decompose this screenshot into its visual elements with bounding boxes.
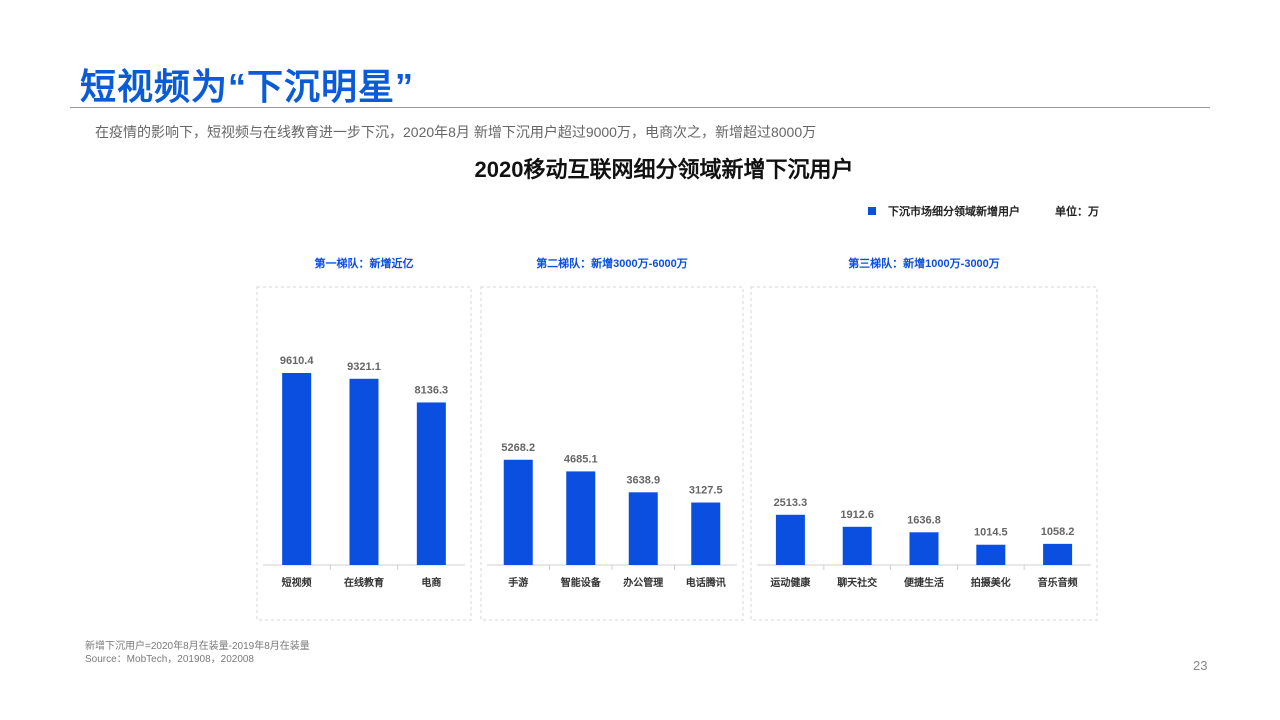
page-subtitle: 在疫情的影响下，短视频与在线教育进一步下沉，2020年8月 新增下沉用户超过90… — [95, 124, 817, 140]
bar — [416, 402, 446, 565]
data-label: 1912.6 — [840, 509, 874, 521]
bar — [503, 459, 533, 565]
page-title: 短视频为“下沉明星” — [80, 66, 415, 107]
data-label: 8136.3 — [415, 384, 449, 396]
category-label: 在线教育 — [344, 576, 384, 589]
tier-box — [256, 286, 472, 621]
data-label: 4685.1 — [564, 453, 598, 465]
bar — [909, 532, 939, 565]
unit-label: 单位：万 — [1055, 206, 1099, 218]
legend-label: 下沉市场细分领域新增用户 — [888, 206, 1020, 218]
bar — [282, 373, 312, 565]
category-label: 办公管理 — [623, 576, 663, 589]
bar — [566, 471, 596, 565]
page-number: 23 — [1193, 658, 1208, 673]
tier-label: 第二梯队：新增3000万-6000万 — [536, 256, 688, 270]
source-note: Source：MobTech，201908，202008 — [85, 654, 254, 665]
tier-label: 第一梯队：新增近亿 — [315, 256, 414, 270]
category-label: 电商 — [421, 576, 441, 589]
tier-box — [750, 286, 1098, 621]
data-label: 5268.2 — [501, 442, 535, 454]
bar — [349, 378, 379, 565]
category-label: 智能设备 — [561, 576, 602, 589]
tier-box — [480, 286, 744, 621]
data-label: 2513.3 — [774, 497, 808, 509]
title-divider — [70, 107, 1210, 108]
category-label: 拍摄美化 — [971, 576, 1011, 589]
data-label: 3127.5 — [689, 485, 723, 497]
category-label: 手游 — [508, 576, 528, 589]
data-label: 1636.8 — [907, 514, 941, 526]
category-label: 运动健康 — [770, 576, 811, 589]
category-label: 聊天社交 — [837, 576, 877, 589]
data-label: 9321.1 — [347, 361, 381, 373]
bar — [775, 514, 805, 565]
bar — [976, 544, 1006, 565]
legend-swatch — [868, 207, 876, 215]
data-label: 3638.9 — [626, 474, 660, 486]
data-label: 1014.5 — [974, 527, 1008, 539]
tier-label: 第三梯队：新增1000万-3000万 — [848, 256, 1000, 270]
category-label: 音乐音频 — [1038, 576, 1078, 589]
bar — [842, 526, 872, 565]
data-label: 1058.2 — [1041, 526, 1075, 538]
category-label: 电话腾讯 — [686, 576, 726, 589]
data-label: 9610.4 — [280, 355, 315, 367]
bar — [628, 492, 658, 565]
category-label: 短视频 — [282, 576, 312, 589]
chart-legend: 下沉市场细分领域新增用户 — [868, 203, 1020, 219]
category-label: 便捷生活 — [904, 576, 944, 589]
chart-title: 2020移动互联网细分领域新增下沉用户 — [474, 157, 854, 182]
bar — [691, 502, 721, 565]
footnote: 新增下沉用户=2020年8月在装量-2019年8月在装量 — [85, 641, 310, 652]
bar — [1043, 543, 1073, 565]
